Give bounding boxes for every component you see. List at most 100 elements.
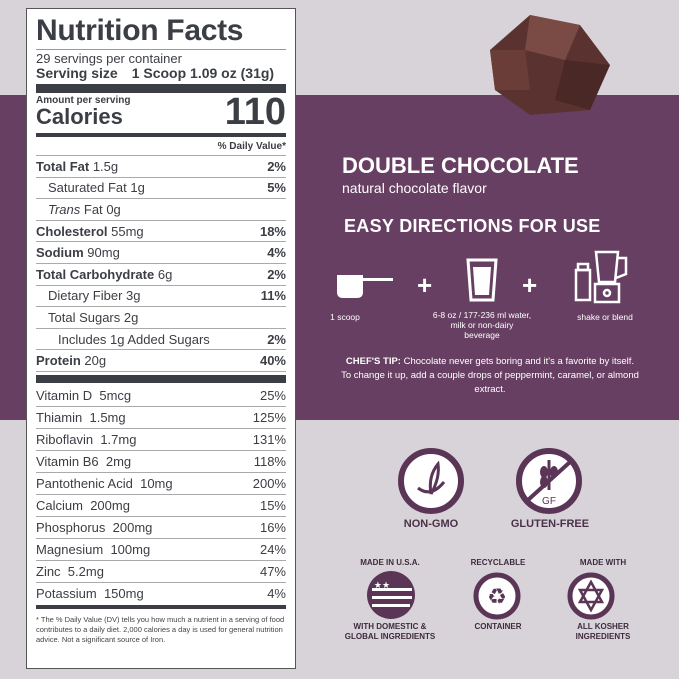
kosher-bottom-label: ALL KOSHER INGREDIENTS (575, 622, 631, 641)
plus-sign: + (522, 270, 538, 300)
nutrient-dv: 40% (259, 353, 286, 369)
nutrient-name: Total Fat 1.5g (36, 158, 119, 174)
nutrition-title: Nutrition Facts (36, 15, 286, 50)
svg-text:♻: ♻ (487, 584, 507, 609)
usa-bottom-label: WITH DOMESTIC & GLOBAL INGREDIENTS (344, 622, 436, 641)
divider (36, 133, 286, 137)
vitamin-dv: 200% (252, 475, 286, 491)
nutrient-name: Saturated Fat 1g (48, 180, 145, 196)
nutrient-dv: 11% (260, 288, 286, 304)
calories-row: Calories 110 (36, 93, 286, 131)
vitamin-row: Vitamin B6 2mg 118% (36, 451, 286, 473)
nutrient-row: Sodium 90mg 4% (36, 242, 286, 264)
vitamin-dv: 24% (259, 541, 286, 557)
footnote: * The % Daily Value (DV) tells you how m… (36, 614, 285, 644)
nutrient-name: Dietary Fiber 3g (48, 288, 141, 304)
non-gmo-icon (398, 448, 464, 514)
vitamin-dv: 118% (253, 453, 286, 469)
step-1-text: 1 scoop (330, 312, 360, 322)
vitamin-name: Riboflavin 1.7mg (36, 431, 137, 447)
scoop-icon (337, 275, 393, 298)
usa-flag-icon: ★★ (367, 571, 415, 619)
directions-title: EASY DIRECTIONS FOR USE (344, 216, 601, 236)
shaker-blender-icon (574, 250, 628, 304)
vitamin-dv: 125% (252, 409, 286, 425)
nutrient-dv: 2% (267, 158, 286, 174)
calories-value: 110 (224, 91, 286, 133)
nutrient-dv: 2% (267, 331, 286, 347)
nutrient-row: Cholesterol 55mg 18% (36, 221, 286, 243)
nutrient-name: Trans Fat 0g (48, 201, 121, 217)
vitamin-name: Pantothenic Acid 10mg (36, 475, 173, 491)
nutrient-row: Protein 20g 40% (36, 350, 286, 372)
nutrient-row: Total Carbohydrate 6g 2% (36, 264, 286, 286)
vitamin-name: Zinc 5.2mg (36, 563, 104, 579)
nutrient-row: Total Sugars 2g (36, 307, 286, 329)
vitamin-dv: 4% (267, 586, 286, 602)
divider (36, 84, 286, 93)
calories-label: Calories (36, 104, 123, 129)
vitamin-row: Phosphorus 200mg 16% (36, 517, 286, 539)
nutrient-name: Total Carbohydrate 6g (36, 266, 173, 282)
step-3-text: shake or blend (577, 312, 633, 322)
vitamin-row: Zinc 5.2mg 47% (36, 561, 286, 583)
recycle-icon: ♻ (473, 572, 521, 620)
plus-sign: + (417, 270, 433, 300)
step-2-text: 6-8 oz / 177-236 ml water, milk or non-d… (432, 310, 532, 340)
tip-label: CHEF'S TIP: (345, 356, 401, 367)
nutrient-name: Cholesterol 55mg (36, 223, 144, 239)
chefs-tip: CHEF'S TIP: Chocolate never gets boring … (340, 355, 640, 397)
nutrient-dv: 5% (267, 180, 286, 196)
vitamin-dv: 131% (252, 431, 286, 447)
flavor-subtitle: natural chocolate flavor (342, 180, 487, 196)
chocolate-chunks-image (490, 15, 610, 115)
nutrient-dv: 18% (259, 223, 286, 239)
nutrient-dv: 2% (267, 266, 286, 282)
vitamin-dv: 47% (259, 563, 286, 579)
vitamin-name: Phosphorus 200mg (36, 519, 153, 535)
recyclable-bottom-label: CONTAINER (474, 622, 522, 631)
vitamin-name: Vitamin D 5mcg (36, 387, 132, 403)
vitamin-name: Thiamin 1.5mg (36, 409, 126, 425)
nutrient-name: Total Sugars 2g (48, 309, 139, 325)
nutrient-name: Sodium 90mg (36, 245, 120, 261)
star-of-david-icon (567, 572, 615, 620)
daily-value-header: % Daily Value* (36, 139, 286, 156)
usa-top-label: MADE IN U.S.A. (360, 558, 420, 567)
flavor-title: DOUBLE CHOCOLATE (342, 153, 579, 178)
nutrient-row: Saturated Fat 1g 5% (36, 178, 286, 200)
vitamin-row: Vitamin D 5mcg 25% (36, 385, 286, 407)
recyclable-top-label: RECYCLABLE (470, 558, 526, 567)
vitamin-dv: 16% (259, 519, 286, 535)
non-gmo-label: NON-GMO (403, 518, 459, 530)
servings-per-container: 29 servings per container (36, 51, 182, 66)
vitamin-name: Vitamin B6 2mg (36, 453, 132, 469)
nutrient-name: Protein 20g (36, 353, 107, 369)
vitamin-row: Thiamin 1.5mg 125% (36, 407, 286, 429)
serving-size: Serving size 1 Scoop 1.09 oz (31g) (36, 66, 286, 81)
divider (36, 604, 286, 609)
nutrient-row: Includes 1g Added Sugars 2% (36, 329, 286, 351)
nutrient-name: Includes 1g Added Sugars (58, 331, 210, 347)
vitamin-dv: 15% (259, 497, 286, 513)
gluten-free-label: GLUTEN-FREE (510, 518, 590, 530)
nutrient-dv: 4% (267, 245, 286, 261)
nutrient-row: Total Fat 1.5g 2% (36, 156, 286, 178)
vitamin-row: Magnesium 100mg 24% (36, 539, 286, 561)
vitamin-name: Magnesium 100mg (36, 541, 151, 557)
nutrient-row: Trans Fat 0g (36, 199, 286, 221)
nutrient-row: Dietary Fiber 3g 11% (36, 286, 286, 308)
vitamin-name: Calcium 200mg (36, 497, 130, 513)
gf-mark: GF (542, 496, 556, 507)
gluten-free-icon: GF (516, 448, 582, 514)
vitamin-row: Pantothenic Acid 10mg 200% (36, 473, 286, 495)
vitamin-dv: 25% (259, 387, 286, 403)
tip-text: Chocolate never gets boring and it's a f… (341, 356, 639, 395)
vitamin-row: Calcium 200mg 15% (36, 495, 286, 517)
serving-size-label: Serving size (36, 65, 118, 81)
vitamin-row: Potassium 150mg 4% (36, 583, 286, 605)
serving-size-value: 1 Scoop 1.09 oz (31g) (131, 65, 275, 81)
nutrition-facts-label: Nutrition Facts 29 servings per containe… (26, 8, 296, 669)
divider (36, 374, 286, 383)
vitamin-name: Potassium 150mg (36, 586, 144, 602)
